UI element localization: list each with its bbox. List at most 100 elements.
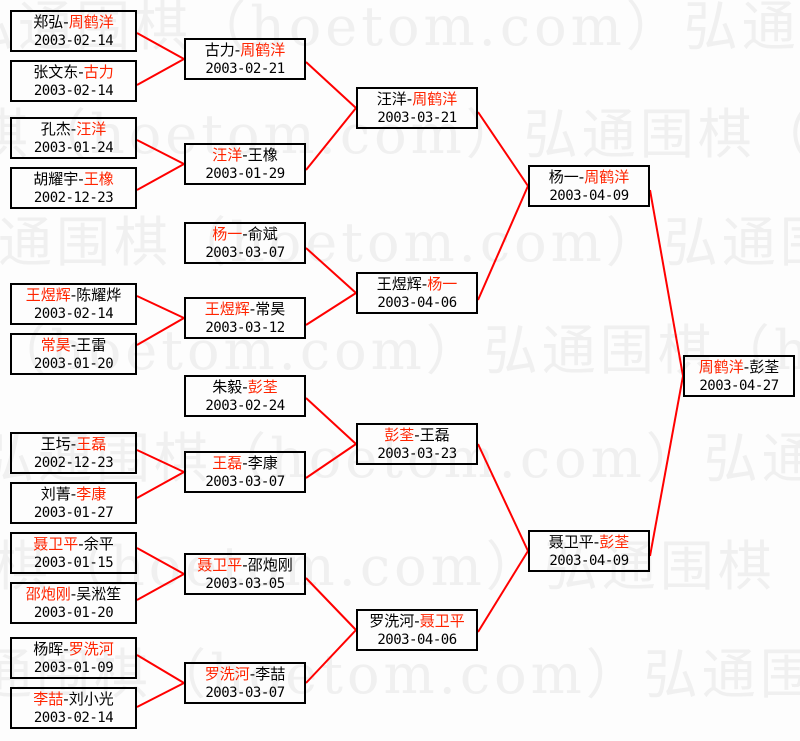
player-one: 张文东 (33, 62, 79, 81)
match-box[interactable]: 彭荃-王磊 2003-03-23 (356, 423, 478, 465)
player-two: 陈耀烨 (76, 285, 122, 304)
match-box[interactable]: 杨晖-罗洗河 2003-01-09 (10, 637, 137, 679)
match-players: 聂卫平-彭荃 (549, 533, 629, 552)
player-separator: - (406, 89, 413, 108)
match-box[interactable]: 王磊-李康 2003-03-07 (184, 451, 306, 493)
player-two: 周鹤洋 (68, 12, 114, 31)
player-two: 王磊 (76, 434, 107, 453)
match-box[interactable]: 王圬-王磊 2002-12-23 (10, 432, 137, 474)
match-date: 2003-01-27 (33, 504, 114, 521)
player-separator: - (414, 425, 420, 444)
player-two: 吴淞笙 (76, 584, 122, 603)
player-separator: - (78, 169, 84, 188)
match-players: 常昊-王雷 (41, 336, 106, 355)
player-one: 汪洋 (212, 145, 243, 164)
player-separator: - (414, 611, 420, 630)
match-players: 彭荃-王磊 (384, 426, 449, 445)
player-separator: - (242, 453, 248, 472)
match-players: 汪洋-王橡 (212, 146, 277, 165)
player-one: 王煜辉 (204, 299, 250, 318)
player-two: 杨一 (427, 274, 458, 293)
match-date: 2003-03-07 (205, 244, 285, 261)
match-box[interactable]: 罗洗河-李喆 2003-03-07 (184, 662, 306, 704)
match-box[interactable]: 胡耀宇-王橡 2002-12-23 (10, 167, 137, 209)
player-two: 李康 (247, 453, 278, 472)
match-box[interactable]: 李喆-刘小光 2003-02-14 (10, 687, 137, 729)
player-separator: - (70, 484, 77, 503)
match-players: 杨晖-罗洗河 (33, 640, 113, 659)
player-two: 刘小光 (68, 689, 114, 708)
match-players: 朱毅-彭荃 (212, 378, 277, 397)
player-two: 周鹤洋 (412, 89, 458, 108)
player-separator: - (242, 555, 248, 574)
match-date: 2003-03-21 (377, 109, 457, 126)
match-box[interactable]: 聂卫平-彭荃 2003-04-09 (528, 530, 650, 572)
match-box[interactable]: 邵炮刚-吴淞笙 2003-01-20 (10, 582, 137, 624)
match-box[interactable]: 聂卫平-邵炮刚 2003-03-05 (184, 553, 306, 595)
player-one: 常昊 (40, 335, 71, 354)
match-box[interactable]: 古力-周鹤洋 2003-02-21 (184, 38, 306, 80)
player-separator: - (70, 285, 77, 304)
match-box[interactable]: 汪洋-王橡 2003-01-29 (184, 143, 306, 185)
player-two: 常昊 (255, 299, 286, 318)
player-separator: - (63, 12, 69, 31)
player-separator: - (70, 335, 77, 354)
player-one: 杨一 (548, 167, 579, 186)
match-box[interactable]: 王煜辉-杨一 2003-04-06 (356, 272, 478, 314)
match-box[interactable]: 汪洋-周鹤洋 2003-03-21 (356, 87, 478, 129)
player-separator: - (249, 664, 256, 683)
match-box[interactable]: 杨一-周鹤洋 2003-04-09 (528, 165, 650, 207)
match-box[interactable]: 郑弘-周鹤洋 2003-02-14 (10, 10, 137, 52)
match-date: 2003-04-06 (377, 294, 457, 311)
match-box[interactable]: 刘菁-李康 2003-01-27 (10, 482, 137, 524)
match-box[interactable]: 罗洗河-聂卫平 2003-04-06 (356, 609, 478, 651)
match-players: 罗洗河-李喆 (205, 665, 285, 684)
player-one: 孔杰 (40, 119, 71, 138)
match-box[interactable]: 王煜辉-常昊 2003-03-12 (184, 297, 306, 339)
match-box[interactable]: 聂卫平-余平 2003-01-15 (10, 532, 137, 574)
match-box[interactable]: 王煜辉-陈耀烨 2003-02-14 (10, 283, 137, 325)
player-two: 余平 (83, 534, 114, 553)
match-date: 2003-04-09 (549, 187, 629, 204)
match-players: 聂卫平-余平 (33, 535, 113, 554)
player-two: 周鹤洋 (584, 167, 630, 186)
player-one: 彭荃 (384, 425, 415, 444)
player-one: 朱毅 (212, 377, 243, 396)
match-date: 2003-03-07 (205, 684, 285, 701)
player-two: 彭荃 (749, 357, 780, 376)
match-players: 罗洗河-聂卫平 (369, 612, 464, 631)
match-players: 杨一-周鹤洋 (549, 168, 629, 187)
player-one: 古力 (204, 40, 235, 59)
match-box[interactable]: 朱毅-彭荃 2003-02-24 (184, 375, 306, 417)
match-box[interactable]: 杨一-俞斌 2003-03-07 (184, 222, 306, 264)
match-players: 古力-周鹤洋 (205, 41, 285, 60)
match-players: 聂卫平-邵炮刚 (197, 556, 292, 575)
player-two: 周鹤洋 (240, 40, 286, 59)
player-separator: - (593, 532, 600, 551)
player-one: 罗洗河 (369, 611, 415, 630)
match-players: 邵炮刚-吴淞笙 (26, 585, 121, 604)
player-separator: - (70, 434, 77, 453)
player-one: 王磊 (212, 453, 243, 472)
player-two: 王橡 (83, 169, 114, 188)
player-one: 杨晖 (33, 639, 64, 658)
match-date: 2002-12-23 (33, 454, 114, 471)
match-box[interactable]: 常昊-王雷 2003-01-20 (10, 333, 137, 375)
match-date: 2003-04-09 (549, 552, 629, 569)
match-box[interactable]: 张文东-古力 2003-02-14 (10, 60, 137, 102)
match-date: 2003-02-14 (33, 82, 114, 99)
player-separator: - (63, 639, 69, 658)
match-players: 周鹤洋-彭荃 (699, 358, 779, 377)
match-date: 2003-02-14 (33, 32, 114, 49)
player-two: 古力 (83, 62, 114, 81)
match-date: 2003-03-23 (377, 445, 457, 462)
player-two: 李康 (76, 484, 107, 503)
match-date: 2003-03-07 (205, 473, 285, 490)
match-box[interactable]: 孔杰-汪洋 2003-01-24 (10, 117, 137, 159)
match-box[interactable]: 周鹤洋-彭荃 2003-04-27 (683, 355, 795, 397)
player-two: 彭荃 (599, 532, 630, 551)
player-one: 杨一 (212, 224, 243, 243)
player-two: 彭荃 (247, 377, 278, 396)
player-separator: - (242, 377, 248, 396)
